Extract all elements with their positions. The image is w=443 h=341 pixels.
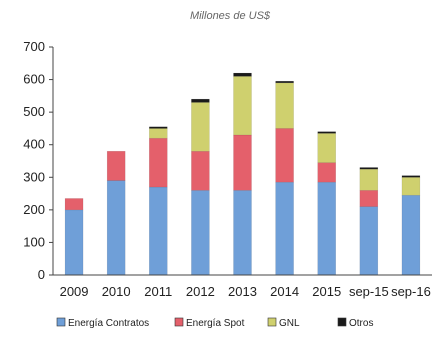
bar-segment-3 — [233, 76, 252, 136]
bar-segment-3 — [275, 82, 294, 129]
x-tick-label: 2013 — [228, 284, 257, 299]
y-tick-label: 400 — [23, 137, 45, 152]
bar-segment-3 — [401, 177, 421, 196]
bars-group — [64, 72, 421, 276]
x-tick-label: 2015 — [312, 284, 341, 299]
bar-segment-4 — [401, 175, 421, 178]
legend-swatch — [56, 317, 66, 327]
y-tick-label: 300 — [23, 169, 45, 184]
y-tick-label: 100 — [23, 234, 45, 249]
legend-swatch — [174, 317, 184, 327]
bar-segment-2 — [359, 190, 379, 207]
bar-segment-1 — [106, 180, 126, 276]
bar-segment-4 — [149, 126, 168, 129]
y-tick-label: 600 — [23, 72, 45, 87]
x-tick-label: sep-15 — [349, 284, 389, 299]
x-axis: 2009 2010 2011 2012 2013 2014 2015 sep-15 sep-16 — [53, 274, 432, 299]
bar-segment-2 — [64, 198, 84, 211]
y-tick-label: 200 — [23, 202, 45, 217]
bar-segment-3 — [149, 128, 168, 139]
bar-segment-1 — [275, 181, 294, 276]
bar-segment-4 — [317, 131, 336, 134]
legend-label: Energía Spot — [186, 318, 245, 329]
bar-segment-4 — [233, 72, 252, 77]
bar-segment-1 — [64, 209, 84, 276]
bar-segment-2 — [149, 137, 168, 188]
legend-label: GNL — [279, 318, 300, 329]
bar-segment-1 — [149, 186, 168, 276]
bar-segment-2 — [191, 150, 210, 191]
bar-segment-2 — [317, 162, 336, 183]
y-axis: 0 100 200 300 400 500 600 700 — [23, 39, 54, 282]
bar-segment-2 — [106, 150, 126, 181]
bar-segment-1 — [191, 190, 210, 276]
bar-segment-2 — [275, 128, 294, 183]
bar-segment-1 — [233, 190, 252, 276]
bar-segment-2 — [233, 134, 252, 191]
legend-label: Energía Contratos — [68, 318, 149, 329]
y-tick-label: 500 — [23, 104, 45, 119]
bar-segment-3 — [359, 168, 379, 191]
x-tick-label: sep-16 — [391, 284, 431, 299]
bar-segment-4 — [191, 98, 210, 103]
x-tick-label: 2009 — [60, 284, 89, 299]
legend-label: Otros — [349, 318, 373, 329]
x-tick-label: 2011 — [144, 284, 172, 299]
legend: Energía Contratos Energía Spot GNL Otros — [56, 317, 373, 329]
bar-segment-3 — [191, 102, 210, 152]
bar-segment-1 — [317, 181, 336, 276]
chart-title: Millones de US$ — [190, 10, 271, 22]
x-tick-label: 2010 — [102, 284, 131, 299]
bar-segment-4 — [359, 167, 379, 170]
legend-swatch — [267, 317, 277, 327]
y-tick-label: 700 — [23, 39, 45, 54]
bar-segment-3 — [317, 133, 336, 163]
x-tick-label: 2014 — [270, 284, 299, 299]
x-tick-label: 2012 — [186, 284, 215, 299]
bar-segment-1 — [359, 206, 379, 276]
y-tick-label: 0 — [38, 267, 45, 282]
legend-swatch — [337, 317, 347, 327]
bar-segment-4 — [275, 80, 294, 84]
bar-segment-1 — [401, 194, 421, 276]
